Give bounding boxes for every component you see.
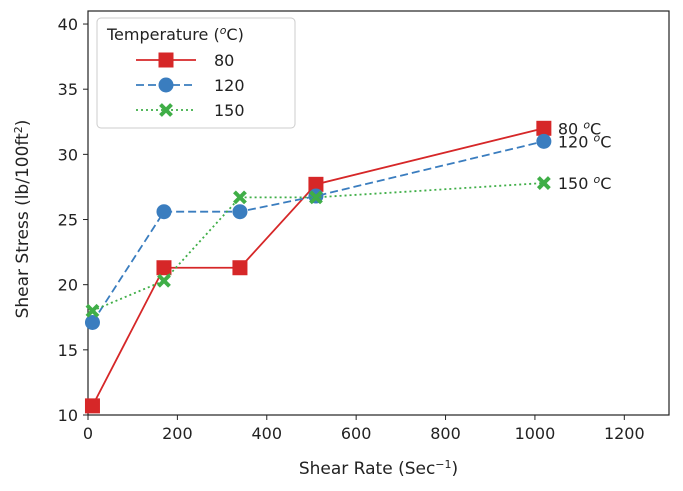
legend-entry-150: 150 bbox=[214, 101, 245, 120]
series-150-point bbox=[85, 303, 100, 318]
series-120-end-label-value: 120 bbox=[558, 132, 594, 151]
series-120-point bbox=[232, 204, 248, 220]
y-tick-label: 35 bbox=[58, 80, 78, 99]
x-axis-title: Shear Rate (Sec−1) bbox=[299, 458, 458, 480]
x-tick-label: 200 bbox=[162, 424, 193, 443]
legend-title-close: C) bbox=[226, 25, 243, 44]
series-80-end-label-unit: C bbox=[590, 119, 601, 138]
series-150-end-label-value: 150 bbox=[558, 174, 594, 193]
legend: Temperature (oC) 80 120 150 bbox=[96, 17, 296, 129]
series-150-end-label-unit: C bbox=[600, 174, 611, 193]
series-80 bbox=[84, 120, 552, 414]
series-80-end-label-degree: o bbox=[583, 118, 590, 131]
y-axis-title-main: Shear Stress (lb/100ft bbox=[13, 133, 33, 318]
y-tick-label: 20 bbox=[58, 276, 78, 295]
series-120-point bbox=[84, 314, 100, 330]
series-120-end-label-degree: o bbox=[593, 131, 600, 144]
x-axis-title-main: Shear Rate (Sec bbox=[299, 459, 435, 479]
legend-title-sup: o bbox=[220, 24, 227, 37]
series-120-point bbox=[536, 133, 552, 149]
series-80-end-label-value: 80 bbox=[558, 119, 583, 138]
series-150-point-stroke-b bbox=[85, 303, 100, 318]
y-tick-label: 15 bbox=[58, 341, 78, 360]
series-150-point bbox=[309, 190, 323, 205]
legend-swatch-marker-150-stroke-b bbox=[159, 103, 173, 117]
x-axis-title-sup: −1 bbox=[435, 458, 451, 471]
series-80-point bbox=[232, 260, 248, 276]
series-150-point-stroke-b bbox=[309, 190, 323, 205]
series-120-end-label: 120 oC bbox=[558, 131, 612, 152]
y-tick-label: 30 bbox=[58, 145, 78, 164]
legend-box bbox=[96, 17, 296, 129]
y-axis-title: Shear Stress (lb/100ft2) bbox=[12, 120, 34, 319]
series-120-line bbox=[91, 140, 545, 323]
y-tick-label: 10 bbox=[58, 406, 78, 425]
plot-frame bbox=[87, 10, 670, 416]
series-80-point bbox=[308, 176, 324, 192]
series-120 bbox=[84, 133, 552, 330]
series-150-end-label-degree: o bbox=[593, 173, 600, 186]
series-80-point bbox=[156, 260, 172, 276]
series-150-point-stroke-b bbox=[157, 273, 171, 288]
series-150-point bbox=[157, 273, 171, 288]
series-120-point bbox=[156, 204, 172, 220]
legend-title: Temperature (oC) bbox=[106, 24, 244, 45]
x-tick-label: 1000 bbox=[515, 424, 556, 443]
legend-swatch-marker-120 bbox=[158, 77, 174, 93]
y-tick-label: 25 bbox=[58, 211, 78, 230]
x-tick-label: 600 bbox=[341, 424, 372, 443]
series-120-end-label-unit: C bbox=[600, 132, 611, 151]
series-150-point-stroke-b bbox=[536, 176, 551, 190]
y-axis-title-close: ) bbox=[13, 120, 33, 127]
x-axis-title-close: ) bbox=[452, 459, 459, 479]
legend-swatch-marker-150 bbox=[159, 103, 173, 117]
legend-title-main: Temperature ( bbox=[106, 25, 220, 44]
series-150-end-label: 150 oC bbox=[558, 173, 612, 194]
x-tick-label: 0 bbox=[83, 424, 93, 443]
series-150-point bbox=[233, 190, 247, 205]
series-150-point bbox=[536, 176, 551, 190]
y-tick-label: 40 bbox=[58, 15, 78, 34]
x-tick-label: 800 bbox=[430, 424, 461, 443]
series-150 bbox=[85, 176, 551, 318]
legend-entry-80: 80 bbox=[214, 51, 234, 70]
series-80-point bbox=[536, 120, 552, 136]
x-tick-label: 400 bbox=[251, 424, 282, 443]
series-150-point-stroke-b bbox=[233, 190, 247, 205]
series-80-end-label: 80 oC bbox=[558, 118, 601, 139]
legend-swatch-marker-80 bbox=[158, 52, 174, 68]
legend-entry-120: 120 bbox=[214, 76, 245, 95]
x-tick-label: 1200 bbox=[604, 424, 645, 443]
y-axis-title-sup: 2 bbox=[12, 126, 25, 133]
series-80-point bbox=[84, 398, 100, 414]
